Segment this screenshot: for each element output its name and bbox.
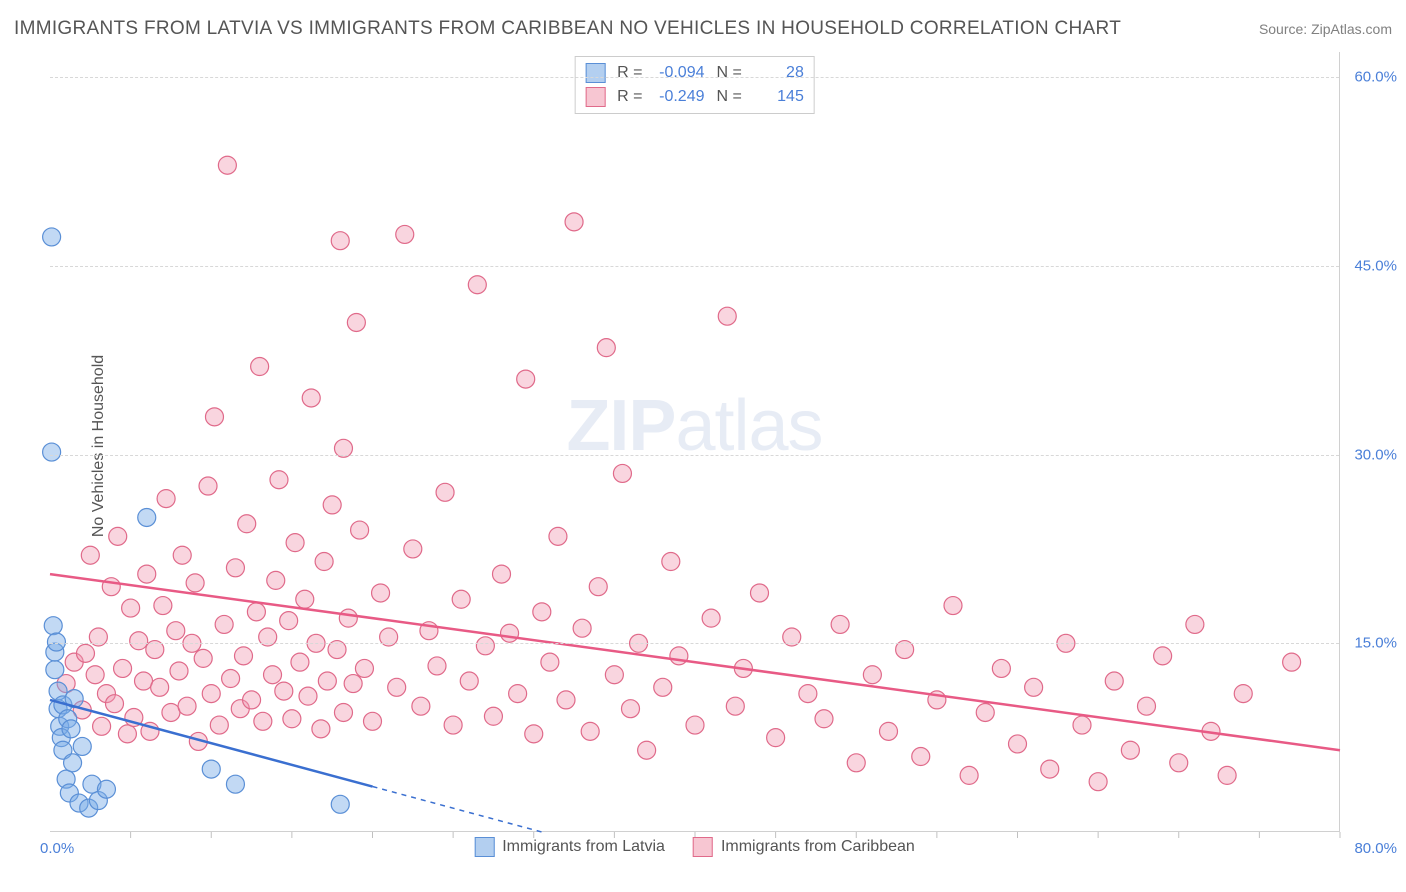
series-0-N: 28 bbox=[750, 61, 804, 85]
gridline-h bbox=[50, 266, 1339, 267]
chart-svg bbox=[50, 52, 1339, 831]
legend-series-1: Immigrants from Caribbean bbox=[693, 837, 915, 857]
title-bar: IMMIGRANTS FROM LATVIA VS IMMIGRANTS FRO… bbox=[14, 18, 1392, 40]
legend-series-0: Immigrants from Latvia bbox=[474, 837, 665, 857]
series-1-swatch-icon bbox=[693, 837, 713, 857]
legend-stats-row-1: R = -0.249 N = 145 bbox=[585, 85, 804, 109]
series-0-swatch-icon bbox=[474, 837, 494, 857]
y-tick-label: 60.0% bbox=[1354, 69, 1397, 86]
legend-stats-row-0: R = -0.094 N = 28 bbox=[585, 61, 804, 85]
gridline-h bbox=[50, 77, 1339, 78]
gridline-h bbox=[50, 643, 1339, 644]
y-tick-label: 45.0% bbox=[1354, 257, 1397, 274]
series-0-R: -0.094 bbox=[651, 61, 705, 85]
y-tick-label: 30.0% bbox=[1354, 446, 1397, 463]
series-1-N: 145 bbox=[750, 85, 804, 109]
series-0-swatch bbox=[585, 63, 605, 83]
series-1-swatch bbox=[585, 87, 605, 107]
gridline-h bbox=[50, 455, 1339, 456]
chart-title: IMMIGRANTS FROM LATVIA VS IMMIGRANTS FRO… bbox=[14, 18, 1121, 40]
source-label: Source: ZipAtlas.com bbox=[1259, 21, 1392, 37]
x-tick-max: 80.0% bbox=[1354, 840, 1397, 857]
x-tick-min: 0.0% bbox=[40, 840, 74, 857]
series-1-R: -0.249 bbox=[651, 85, 705, 109]
y-tick-label: 15.0% bbox=[1354, 635, 1397, 652]
plot-area: ZIPatlas R = -0.094 N = 28 R = -0.249 N … bbox=[50, 52, 1340, 832]
legend-stats: R = -0.094 N = 28 R = -0.249 N = 145 bbox=[574, 56, 815, 114]
legend-series: Immigrants from Latvia Immigrants from C… bbox=[474, 837, 915, 857]
